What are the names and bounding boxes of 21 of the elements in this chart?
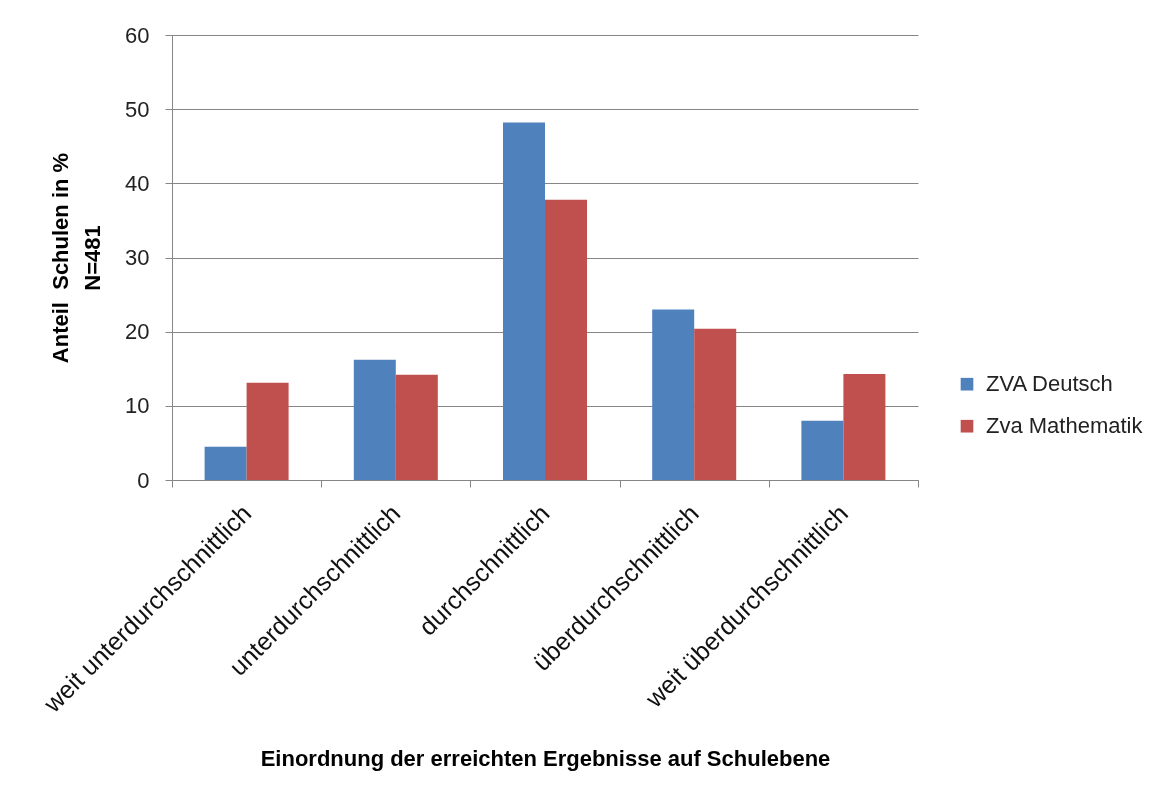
bar	[395, 374, 438, 480]
x-axis-title: Einordnung der erreichten Ergebnisse auf Schulebene	[260, 745, 831, 771]
bar	[652, 309, 695, 480]
bar	[353, 359, 396, 480]
legend-label: ZVA Deutsch	[986, 371, 1113, 397]
bar	[503, 122, 545, 480]
bar	[801, 420, 844, 480]
y-tick-label: 30	[125, 245, 150, 270]
bar	[694, 328, 737, 480]
y-tick-label: 10	[125, 393, 150, 419]
legend-label: Zva Mathematik	[986, 413, 1144, 439]
y-tick-label: 0	[137, 467, 150, 493]
y-tick-label: 40	[125, 170, 150, 196]
bar	[204, 446, 247, 480]
bar	[246, 382, 289, 480]
y-tick-label: 50	[125, 96, 150, 122]
bar	[545, 199, 587, 480]
y-tick-label: 20	[125, 319, 150, 345]
bar	[843, 373, 886, 480]
y-tick-label: 60	[125, 22, 150, 48]
y-axis-title: Anteil Schulen in % N=481	[48, 152, 106, 364]
